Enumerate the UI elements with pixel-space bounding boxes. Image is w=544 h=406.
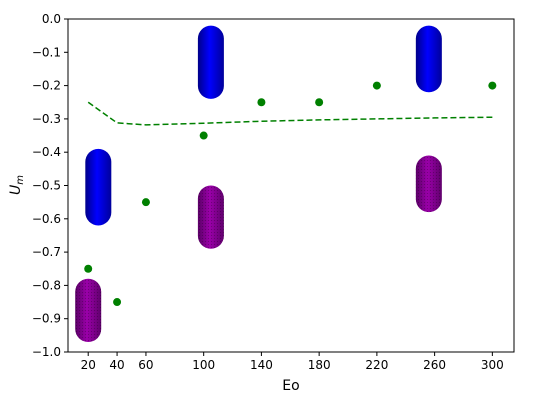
bubble-blue-4 xyxy=(415,25,442,93)
bubble-images xyxy=(75,25,442,343)
y-tick-label-6: −0.6 xyxy=(32,212,61,226)
data-point-1 xyxy=(113,298,122,307)
x-axis: 20 40 60 100 140 180 220 260 300 xyxy=(81,352,504,372)
data-point-5 xyxy=(315,98,324,107)
y-tick-label-2: −0.2 xyxy=(32,79,61,93)
y-tick-label-0: 0.0 xyxy=(42,12,61,26)
x-axis-label: Eo xyxy=(282,378,299,394)
y-tick-label-5: −0.5 xyxy=(32,179,61,193)
x-tick-label-1: 40 xyxy=(109,358,124,372)
y-tick-label-4: −0.4 xyxy=(32,145,61,159)
bubble-texture-1 xyxy=(75,278,102,343)
x-tick-label-7: 260 xyxy=(423,358,446,372)
bubble-texture-3 xyxy=(197,185,224,249)
plot-frame xyxy=(67,18,515,353)
x-tick-label-3: 100 xyxy=(192,358,215,372)
y-tick-label-8: −0.8 xyxy=(32,278,61,292)
x-tick-label-2: 60 xyxy=(138,358,153,372)
data-point-6 xyxy=(372,81,381,90)
bubble-texture-5 xyxy=(415,155,442,213)
y-tick-label-10: −1.0 xyxy=(32,345,61,359)
y-axis-label: Um xyxy=(8,175,26,195)
y-tick-label-9: −0.9 xyxy=(32,312,61,326)
x-tick-label-5: 180 xyxy=(308,358,331,372)
x-tick-label-4: 140 xyxy=(250,358,273,372)
y-axis-label-sub: m xyxy=(15,175,26,185)
data-point-0 xyxy=(84,264,93,273)
data-point-7 xyxy=(488,81,497,90)
y-tick-label-7: −0.7 xyxy=(32,245,61,259)
bubble-blue-0 xyxy=(85,148,112,226)
x-tick-label-8: 300 xyxy=(481,358,504,372)
data-point-4 xyxy=(257,98,266,107)
y-axis-label-main: U xyxy=(8,185,24,195)
y-tick-label-3: −0.3 xyxy=(32,112,61,126)
plot-content xyxy=(84,81,497,307)
data-point-3 xyxy=(199,131,208,140)
data-point-2 xyxy=(141,198,150,207)
x-tick-label-0: 20 xyxy=(81,358,96,372)
y-tick-label-1: −0.1 xyxy=(32,45,61,59)
dashed-trend-line xyxy=(87,101,493,126)
x-tick-label-6: 220 xyxy=(365,358,388,372)
bubble-blue-2 xyxy=(197,25,224,99)
y-axis: 0.0 −0.1 −0.2 −0.3 −0.4 −0.5 −0.6 −0.7 −0.8 −0.9 −… xyxy=(32,12,68,359)
